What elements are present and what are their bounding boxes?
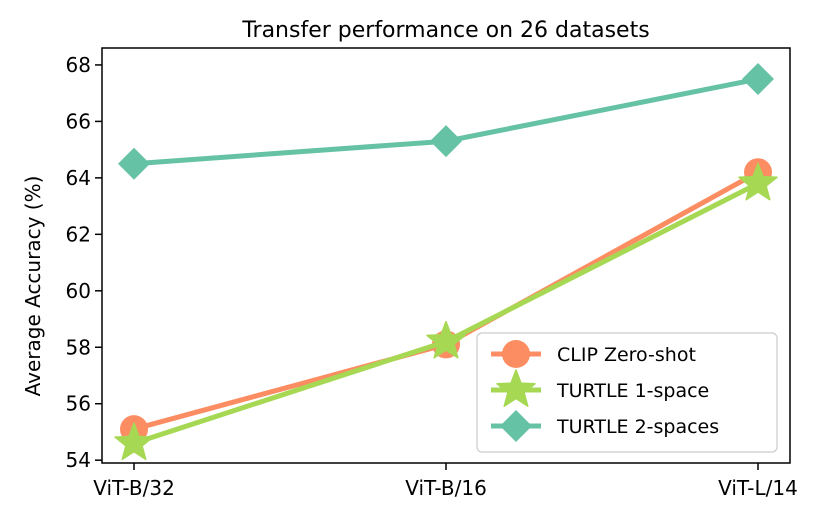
data-point: [426, 320, 466, 359]
y-tick-label: 62: [66, 222, 91, 246]
legend: CLIP Zero-shot TURTLE 1-space TURTLE 2-spa…: [476, 332, 778, 453]
x-tick-label: ViT-B/32: [93, 476, 175, 500]
legend-marker: [502, 340, 530, 368]
legend-label: CLIP Zero-shot: [557, 344, 696, 366]
x-tick-label: ViT-L/14: [718, 476, 798, 500]
y-tick-label: 60: [66, 279, 91, 303]
legend-box: [476, 332, 778, 453]
series-1: [114, 162, 778, 461]
data-point: [742, 63, 774, 96]
data-point: [430, 125, 462, 158]
y-tick-label: 68: [66, 53, 91, 77]
y-tick-label: 54: [66, 448, 91, 472]
legend-marker: [500, 410, 532, 442]
legend-marker: [496, 369, 536, 407]
data-point: [738, 162, 778, 201]
plot-frame: [101, 47, 791, 464]
series-2: [118, 63, 774, 180]
y-tick-label: 56: [66, 392, 91, 416]
y-tick-label: 66: [66, 109, 91, 133]
y-axis-label: Average Accuracy (%): [21, 176, 45, 397]
axis-ticks: 54 56 58 60 62 64 66 68 ViT-B/32 ViT-B/16 ViT-L/14: [66, 53, 798, 500]
legend-label: TURTLE 1-space: [556, 380, 709, 402]
y-tick-label: 64: [66, 166, 91, 190]
y-tick-label: 58: [66, 335, 91, 359]
data-point: [118, 147, 150, 180]
x-tick-label: ViT-B/16: [405, 476, 487, 500]
data-point: [114, 422, 154, 461]
legend-label: TURTLE 2-spaces: [556, 416, 719, 438]
chart-title: Transfer performance on 26 datasets: [241, 18, 649, 43]
series-layer: [114, 63, 778, 461]
